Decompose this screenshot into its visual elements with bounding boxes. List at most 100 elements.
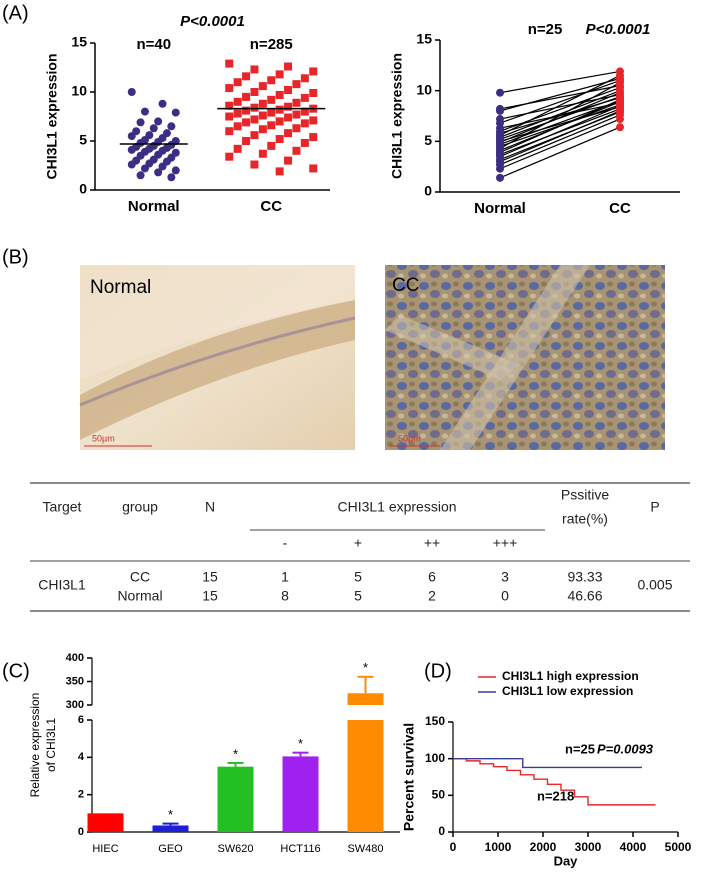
data-point [258,125,267,134]
data-point [233,78,242,87]
data-point [496,164,504,173]
pair-line [499,114,621,166]
table: Target group N CHI3L1 expression Pssitiv… [30,482,690,612]
table-cell: 8 [281,588,289,604]
data-point [242,118,251,127]
table-cell: 15 [202,569,218,585]
data-point [284,62,293,71]
data-point [616,95,624,104]
data-point [258,99,267,108]
x-tick-label: 4000 [620,840,647,854]
x-tick-label: 1000 [485,840,512,854]
y-tick-label: 2 [78,789,84,801]
data-point [284,102,293,111]
table-cell: 0 [501,588,509,604]
data-point [258,149,267,158]
n-label: n=40 [136,36,171,53]
data-point [250,103,259,112]
x-tick-label: 2000 [530,840,557,854]
panel-label: (A) [2,2,29,24]
table-cell: 2 [428,588,436,604]
data-point [225,101,234,110]
data-point [267,141,276,150]
annotation: n=218 [537,788,574,803]
x-axis-label: Day [554,853,579,868]
data-point [275,135,284,144]
data-point [225,112,234,121]
y-tick-label: 350 [66,675,84,687]
data-point [127,132,136,141]
data-point [616,71,624,80]
table-cell: 93.33 [567,569,602,585]
data-point [233,97,242,106]
x-tick-label: HCT116 [280,843,320,855]
data-point [140,107,149,116]
data-point [309,133,318,142]
table-cell: 1 [281,569,289,585]
table-header: Pssitive [561,487,609,503]
y-tick-label: 5 [79,132,87,148]
annotation: P<0.0001 [586,21,651,38]
table-cell: 3 [501,569,509,585]
data-point [292,110,301,119]
data-point [496,173,504,182]
pair-line [499,90,621,138]
data-point [267,121,276,130]
x-tick-label: CC [260,198,282,215]
y-tick-label: 300 [66,699,84,711]
y-tick-label: 150 [425,714,445,728]
data-point [267,95,276,104]
y-axis-label: Relative expression [28,693,42,798]
pair-line [499,110,621,163]
annotation: n=25 [565,741,595,756]
data-point [158,162,167,171]
y-axis-label: CHI3L1 expression [44,53,60,179]
data-point [167,173,176,182]
panel-label: (B) [2,246,29,268]
x-tick-label: Normal [474,200,526,217]
data-point [616,115,624,124]
table-subheader: +++ [493,535,518,551]
panel-label: (C) [2,660,30,682]
bar [282,756,319,832]
data-point [127,160,136,169]
data-point [225,152,234,161]
legend-label: CHI3L1 high expression [502,669,639,683]
significance: * [363,660,368,675]
data-point [250,131,259,140]
y-axis-label: CHI3L1 expression [389,53,405,179]
micrograph-cc: CC 50μm [385,265,665,450]
data-point [267,76,276,85]
table-cell: 5 [354,569,362,585]
y-tick-label: 4 [78,751,85,763]
x-tick-label: HIEC [92,843,118,855]
pair-line [499,79,621,124]
legend-label: CHI3L1 low expression [502,684,633,698]
data-point [292,80,301,89]
table-cell: 5 [354,588,362,604]
data-point [250,65,259,74]
data-point [242,106,251,115]
table-header: CHI3L1 expression [337,499,456,515]
table-header: Target [43,499,82,515]
data-point [250,115,259,124]
survival-line [453,757,642,769]
bar [217,766,254,832]
annotation: P=0.0093 [597,741,654,756]
data-point [167,122,176,131]
data-point [149,124,158,133]
data-point [292,146,301,155]
bar [347,693,384,705]
data-point [154,168,163,177]
x-tick-label: 5000 [665,840,692,854]
y-tick-label: 15 [416,31,432,47]
x-tick-label: 3000 [575,840,602,854]
data-point [284,113,293,122]
chart-title: P<0.0001 [180,13,245,30]
x-tick-label: 0 [450,840,457,854]
scale-bar: 50μm [398,433,421,443]
x-tick-label: SW620 [217,843,253,855]
y-tick-label: 15 [71,34,87,50]
